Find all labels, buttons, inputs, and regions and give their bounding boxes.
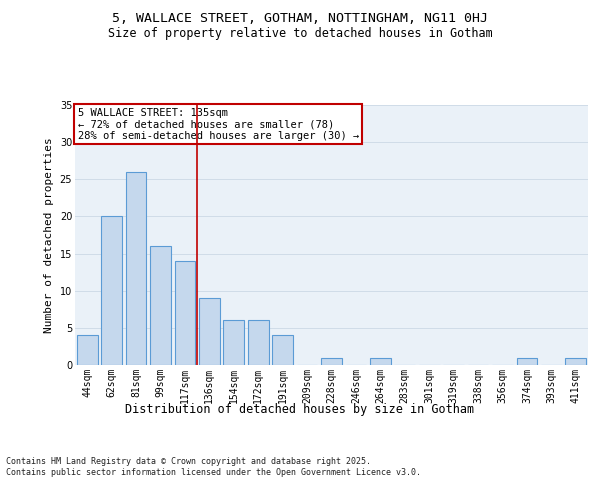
Text: Contains HM Land Registry data © Crown copyright and database right 2025.
Contai: Contains HM Land Registry data © Crown c… bbox=[6, 458, 421, 477]
Bar bbox=[565, 358, 586, 365]
Bar bbox=[101, 216, 122, 365]
Bar bbox=[175, 261, 196, 365]
Text: 5, WALLACE STREET, GOTHAM, NOTTINGHAM, NG11 0HJ: 5, WALLACE STREET, GOTHAM, NOTTINGHAM, N… bbox=[112, 12, 488, 26]
Bar bbox=[223, 320, 244, 365]
Bar bbox=[517, 358, 538, 365]
Bar bbox=[77, 336, 98, 365]
Bar bbox=[370, 358, 391, 365]
Bar bbox=[199, 298, 220, 365]
Text: 5 WALLACE STREET: 135sqm
← 72% of detached houses are smaller (78)
28% of semi-d: 5 WALLACE STREET: 135sqm ← 72% of detach… bbox=[77, 108, 359, 141]
Bar bbox=[321, 358, 342, 365]
Text: Distribution of detached houses by size in Gotham: Distribution of detached houses by size … bbox=[125, 402, 475, 415]
Bar bbox=[125, 172, 146, 365]
Bar bbox=[248, 320, 269, 365]
Bar bbox=[272, 336, 293, 365]
Bar bbox=[150, 246, 171, 365]
Y-axis label: Number of detached properties: Number of detached properties bbox=[44, 137, 54, 333]
Text: Size of property relative to detached houses in Gotham: Size of property relative to detached ho… bbox=[107, 28, 493, 40]
